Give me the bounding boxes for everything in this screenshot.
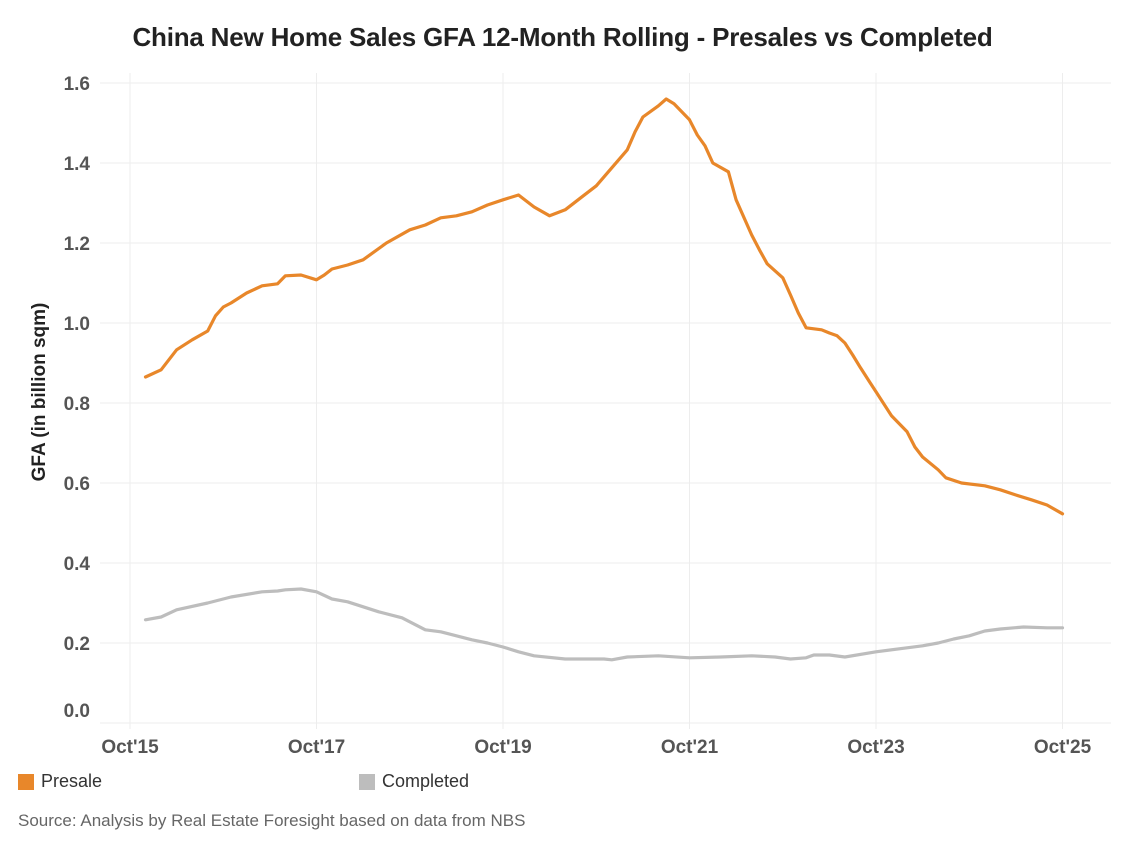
x-tick-label: Oct'23 [847, 737, 904, 758]
y-tick-label: 1.4 [64, 154, 91, 175]
y-tick-label: 0.2 [64, 634, 90, 655]
x-tick-label: Oct'21 [661, 737, 719, 758]
chart-title: China New Home Sales GFA 12-Month Rollin… [132, 22, 993, 52]
gridlines [100, 73, 1111, 729]
x-tick-label: Oct'19 [474, 737, 531, 758]
presale-swatch-icon [18, 773, 34, 790]
legend-item-completed: Completed [359, 771, 469, 792]
y-axis-ticks: 0.0 0.2 0.4 0.6 0.8 1.0 1.2 1.4 1.6 [64, 74, 91, 722]
y-tick-label: 0.4 [64, 554, 91, 575]
series-lines [143, 97, 1065, 662]
y-tick-label: 1.6 [64, 74, 90, 95]
x-axis-ticks: Oct'15 Oct'17 Oct'19 Oct'21 Oct'23 Oct'25 [101, 737, 1091, 758]
x-tick-label: Oct'15 [101, 737, 159, 758]
y-axis-label: GFA (in billion sqm) [29, 303, 50, 482]
completed-swatch-icon [359, 773, 375, 790]
legend-label-presale: Presale [41, 771, 103, 791]
y-tick-label: 1.2 [64, 234, 90, 255]
y-tick-label: 1.0 [64, 314, 90, 335]
series-line-presale [143, 97, 1065, 516]
y-tick-label: 0.8 [64, 394, 90, 415]
x-tick-label: Oct'17 [288, 737, 345, 758]
source-note: Source: Analysis by Real Estate Foresigh… [18, 811, 526, 830]
legend-label-completed: Completed [382, 771, 470, 791]
y-tick-label: 0.6 [64, 474, 90, 495]
legend-item-presale: Presale [18, 771, 102, 792]
x-tick-label: Oct'25 [1034, 737, 1092, 758]
series-line-completed [143, 587, 1065, 662]
y-tick-label: 0.0 [64, 701, 90, 722]
